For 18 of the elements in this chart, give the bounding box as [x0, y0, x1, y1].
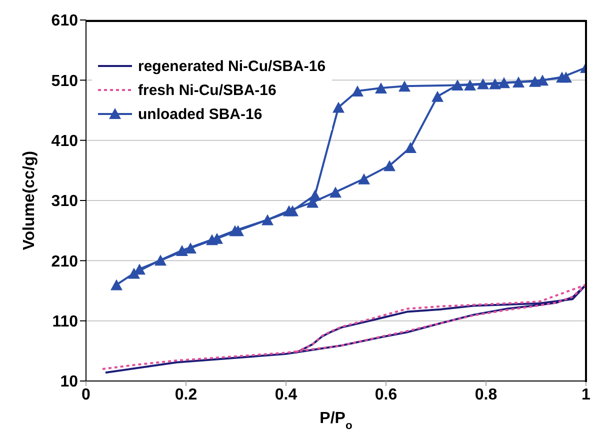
y-tick-label: 310	[51, 193, 78, 210]
legend-label: regenerated Ni-Cu/SBA-16	[138, 58, 326, 74]
x-tick-label: 0	[82, 386, 91, 404]
legend-label: unloaded SBA-16	[138, 106, 262, 122]
y-tick-label: 110	[52, 314, 78, 331]
x-tick-label: 0.4	[274, 386, 298, 404]
y-tick-label: 410	[51, 133, 78, 150]
y-tick-label: 610	[51, 12, 78, 30]
legend-label: fresh Ni-Cu/SBA-16	[138, 82, 276, 98]
y-tick-label: 10	[60, 374, 78, 391]
x-tick-label: 0.8	[474, 386, 498, 404]
x-tick-label: 0.6	[374, 386, 398, 404]
x-tick-label: 0.2	[174, 386, 198, 404]
x-tick-label: 1	[582, 386, 591, 404]
x-axis-title: P/P$_{o}$	[320, 410, 352, 432]
y-tick-label: 510	[51, 72, 78, 90]
y-axis-title: Volume(cc/g)	[21, 150, 38, 250]
y-tick-label: 210	[51, 253, 78, 270]
